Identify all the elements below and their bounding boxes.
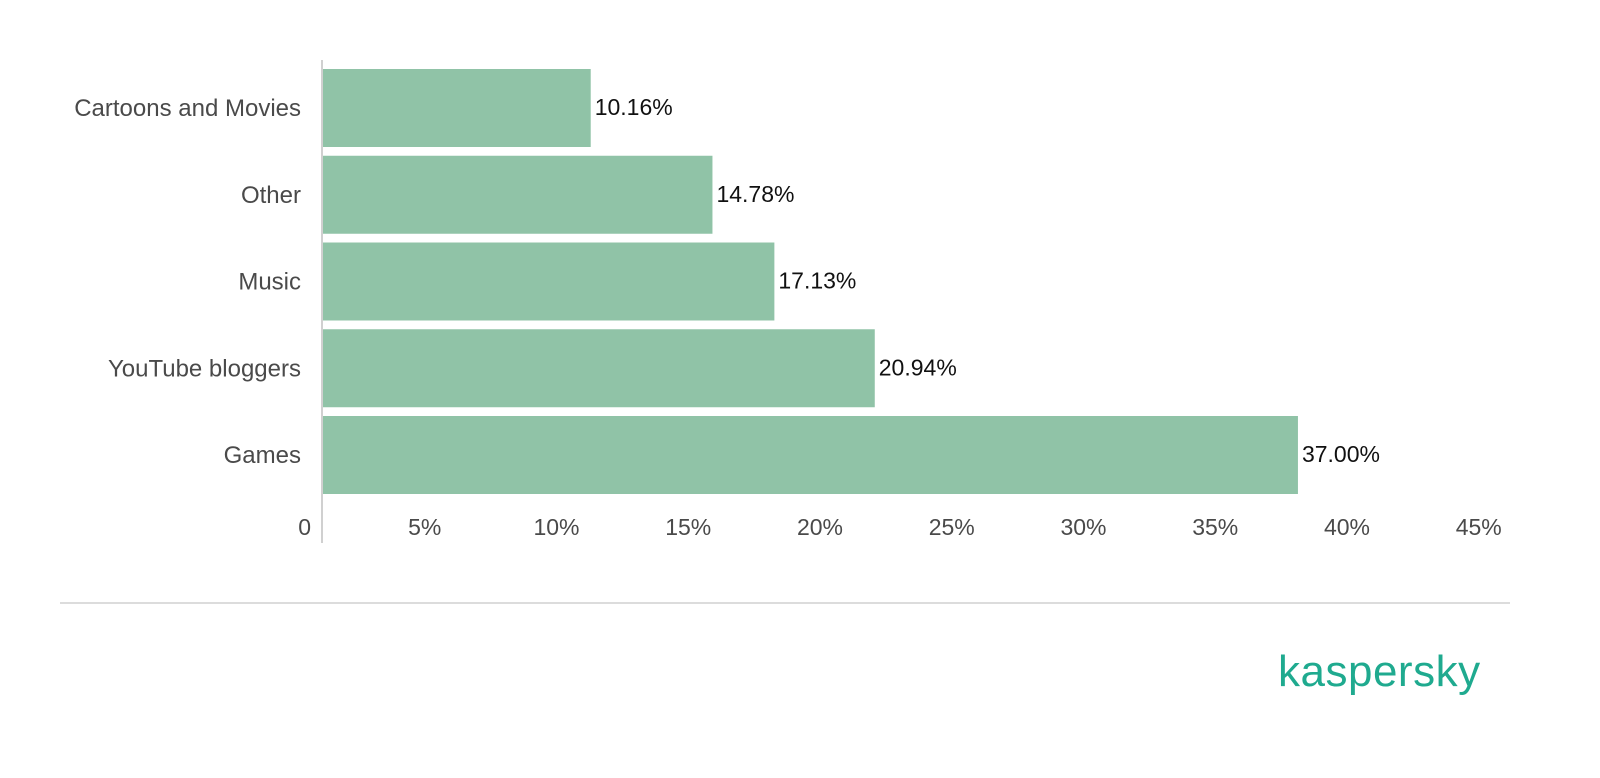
bar-games — [323, 416, 1298, 494]
x-tick-label: 5% — [408, 514, 441, 540]
brand-name: kaspersky — [1278, 647, 1481, 696]
x-tick-label: 25% — [929, 514, 975, 540]
bar-youtube-bloggers — [323, 329, 875, 408]
value-labels: 10.16% 14.78% 17.13% 20.94% 37.00% — [595, 94, 1380, 467]
value-label-music: 17.13% — [778, 268, 856, 294]
x-tick-label: 30% — [1060, 514, 1106, 540]
bar-cartoons-and-movies — [323, 69, 591, 147]
value-label-youtube-bloggers: 20.94% — [879, 354, 957, 380]
category-labels: Cartoons and Movies Other Music YouTube blo… — [74, 95, 301, 469]
x-axis-ticks: 0 5% 10% 15% 20% 25% 30% 35% 40% 45% — [298, 514, 1502, 540]
bar-chart: Cartoons and Movies Other Music YouTube blo… — [74, 60, 1502, 543]
category-label-youtube-bloggers: YouTube bloggers — [108, 355, 301, 382]
divider — [60, 602, 1510, 604]
category-label-other: Other — [241, 182, 301, 209]
x-tick-label: 10% — [533, 514, 579, 540]
x-tick-label: 15% — [665, 514, 711, 540]
category-label-games: Games — [224, 442, 301, 469]
bar-other — [323, 155, 713, 234]
kaspersky-logo: kaspersky — [1278, 650, 1481, 694]
category-label-cartoons-and-movies: Cartoons and Movies — [74, 95, 301, 122]
bar-group — [323, 69, 1298, 494]
bar-music — [323, 242, 775, 321]
x-tick-label: 35% — [1192, 514, 1238, 540]
value-label-other: 14.78% — [716, 181, 794, 207]
category-label-music: Music — [238, 269, 301, 296]
value-label-cartoons-and-movies: 10.16% — [595, 94, 673, 120]
x-tick-label: 40% — [1324, 514, 1370, 540]
x-tick-label: 20% — [797, 514, 843, 540]
x-tick-label: 0 — [298, 514, 311, 540]
x-tick-label: 45% — [1456, 514, 1502, 540]
value-label-games: 37.00% — [1302, 441, 1380, 467]
